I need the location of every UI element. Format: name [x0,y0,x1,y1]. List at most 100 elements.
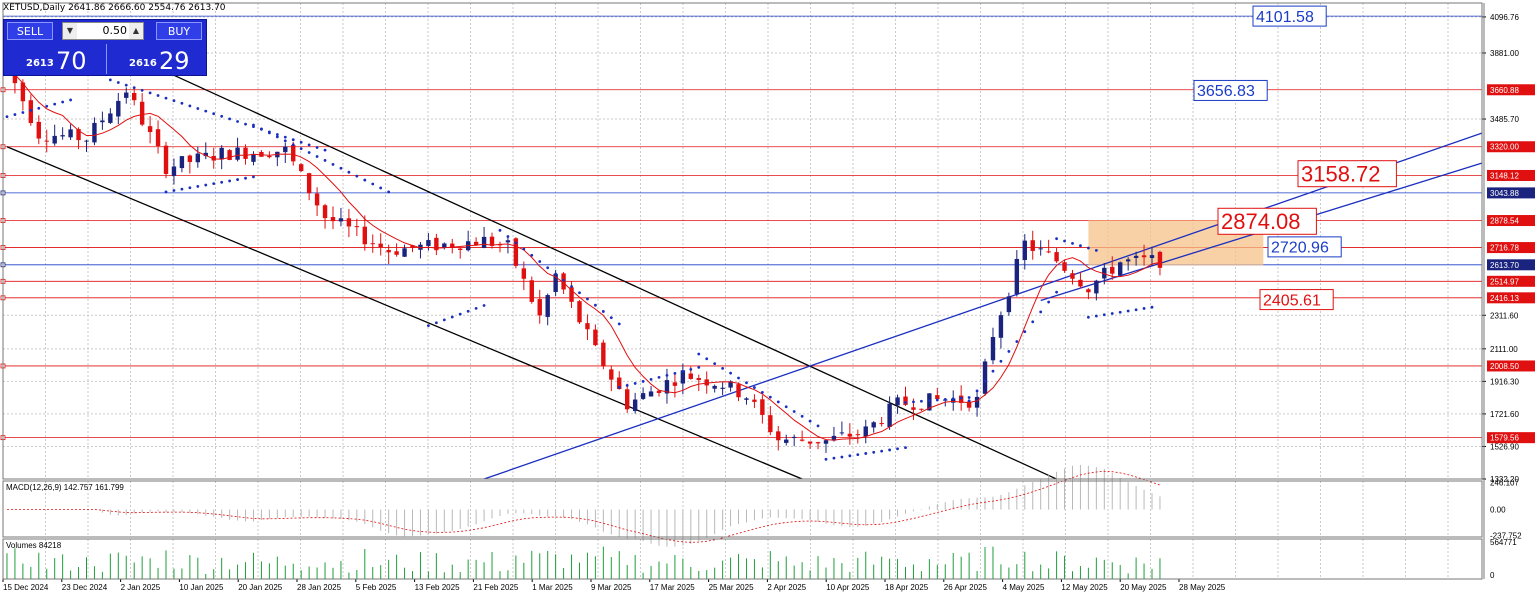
sar-dot [260,127,263,131]
sar-dot [546,266,550,270]
volume-label: Volumes 84218 [6,541,62,550]
level-price-label: 1579.56 [1490,434,1519,443]
sar-dot [745,381,748,385]
candle-body [593,329,598,346]
axis-tick-label: 1721.60 [1490,410,1519,419]
candle-body [481,236,487,248]
time-label: 20 Jan 2025 [238,583,283,592]
candle-body [450,243,455,248]
candle-body [871,422,876,428]
level-price-tag [1487,259,1535,271]
candle-body [394,251,399,255]
macd-tick-label: 0.00 [1490,506,1506,515]
level-price-tag [1487,187,1535,199]
candle-body [139,101,145,125]
time-label: 25 Mar 2025 [709,583,754,592]
candle-body [195,153,201,163]
sar-dot [578,291,581,295]
sar-dot [140,88,144,92]
time-label: 28 May 2025 [1179,583,1226,592]
sar-dot [713,362,717,365]
candle-body [203,152,208,157]
sar-dot [180,101,184,105]
panel-frame [2,2,1483,480]
sar-dot [522,247,526,251]
sar-dot [1055,290,1058,294]
lot-size-field[interactable]: ▼ 0.50 ▲ [62,22,144,40]
sar-dot [967,396,971,399]
candle-body [982,361,988,394]
sar-dot [617,386,621,389]
buy-price-small: 2616 [129,58,157,69]
candle-body [935,395,940,399]
candle-body [632,399,638,412]
sar-dot [729,371,732,375]
level-price-tag [1487,432,1535,444]
sar-dot [283,135,287,139]
sar-dot [832,456,836,460]
ma-line [6,65,1161,441]
candle-body [1014,258,1020,295]
sar-dot [514,241,518,245]
annotation-label: 3158.72 [1301,162,1381,187]
annotation-label: 4101.58 [1256,9,1314,26]
sell-button[interactable]: SELL [7,22,53,40]
candle-body [386,250,391,253]
candle-body [569,287,574,302]
candle-body [211,156,216,161]
candle-body [966,401,972,408]
buy-price-big: 29 [159,47,190,75]
sar-dot [379,186,383,190]
candle-body [903,396,908,405]
sar-dot [681,369,685,373]
candle-body [92,122,97,143]
sar-dot [244,176,247,180]
annotation-label: 2874.08 [1221,209,1301,234]
candle-body [147,126,153,133]
candle-body [609,369,614,380]
sar-dot [506,235,510,238]
candle-body [951,398,956,403]
sar-dot [530,253,534,257]
time-label: 10 Apr 2025 [826,583,870,592]
candle-body [306,173,312,194]
candle-body [990,337,996,361]
sar-dot [625,384,629,387]
lot-increase-icon[interactable]: ▲ [129,23,143,39]
sell-price[interactable]: 2613 70 [4,44,104,74]
level-price-label: 2008.50 [1490,362,1519,371]
candle-body [847,433,853,437]
sar-dot [792,410,796,413]
candle-body [807,441,813,444]
sar-dot [172,189,176,192]
sar-dot [156,94,160,97]
sar-dot [633,382,637,385]
lot-decrease-icon[interactable]: ▼ [63,23,77,39]
candle-body [1141,255,1147,258]
lot-value[interactable]: 0.50 [102,24,128,37]
sell-price-small: 2613 [26,58,54,69]
sar-dot [387,190,391,194]
moving-average-line [6,65,1161,441]
buy-button[interactable]: BUY [156,22,202,40]
time-label: 2 Apr 2025 [767,583,806,592]
sar-dot [816,424,820,428]
macd-tick-label: 246.107 [1490,479,1519,488]
sar-dot [586,297,589,301]
sar-dot [760,390,764,394]
sar-dot [601,310,605,313]
sar-dot [808,419,812,423]
sar-dot [244,122,247,126]
sar-dot [912,400,915,404]
annotation-box [1252,5,1327,27]
buy-price[interactable]: 2616 29 [106,44,207,74]
sar-dot [617,322,621,326]
sar-dot [61,100,65,104]
sar-dot [220,180,224,184]
trend-line [483,132,1482,479]
sar-dot [220,114,224,118]
sar-dot [204,183,208,187]
sar-dot [609,316,613,320]
